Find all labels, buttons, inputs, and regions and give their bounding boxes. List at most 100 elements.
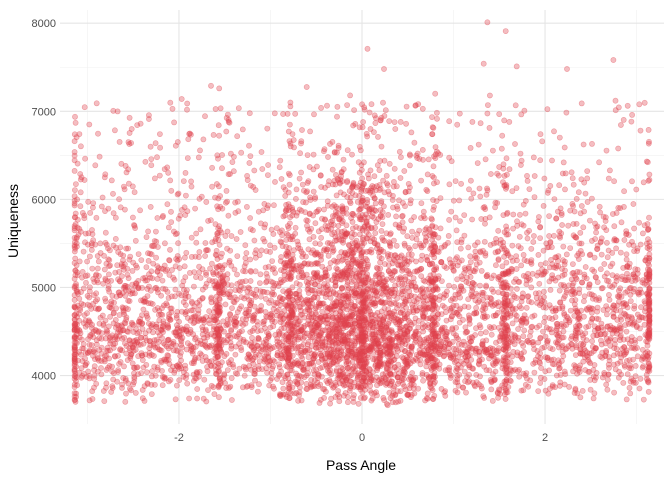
scatter-point	[286, 172, 293, 178]
scatter-point	[117, 328, 124, 335]
scatter-point	[503, 341, 510, 348]
scatter-point	[386, 335, 393, 342]
scatter-point	[616, 298, 622, 305]
scatter-point	[591, 362, 598, 368]
scatter-point	[93, 214, 100, 221]
scatter-point	[172, 293, 178, 300]
scatter-point	[304, 365, 311, 372]
scatter-point	[104, 328, 111, 335]
scatter-point	[646, 332, 653, 339]
scatter-point	[441, 344, 448, 350]
scatter-point	[528, 299, 535, 306]
scatter-point	[471, 310, 478, 317]
scatter-point	[631, 225, 637, 232]
scatter-point	[477, 373, 483, 380]
scatter-point	[282, 212, 288, 219]
scatter-point	[209, 183, 215, 190]
scatter-point	[167, 376, 174, 383]
scatter-point	[551, 232, 557, 239]
scatter-point	[100, 322, 107, 329]
scatter-point	[494, 390, 501, 397]
scatter-point	[402, 203, 408, 210]
scatter-point	[231, 299, 238, 306]
scatter-point	[617, 249, 624, 256]
scatter-point	[418, 273, 425, 279]
scatter-point	[305, 280, 312, 286]
scatter-point	[603, 147, 610, 154]
scatter-point	[243, 383, 250, 390]
scatter-point	[132, 237, 139, 244]
scatter-point	[545, 390, 552, 397]
scatter-point	[107, 247, 113, 254]
scatter-point	[486, 92, 493, 99]
scatter-point	[202, 247, 209, 254]
scatter-point	[575, 314, 582, 321]
scatter-point	[556, 134, 563, 141]
scatter-point	[71, 275, 78, 282]
scatter-point	[261, 238, 268, 245]
scatter-point	[577, 394, 584, 401]
scatter-point	[79, 209, 86, 216]
scatter-point	[529, 323, 536, 330]
scatter-point	[206, 317, 213, 323]
scatter-point	[437, 351, 443, 357]
scatter-point	[488, 331, 495, 338]
scatter-point	[242, 320, 249, 327]
scatter-point	[344, 147, 351, 154]
scatter-point	[250, 355, 257, 362]
scatter-point	[82, 230, 89, 237]
scatter-point	[572, 297, 579, 303]
scatter-point	[513, 316, 520, 323]
scatter-point	[386, 341, 393, 347]
scatter-point	[312, 220, 319, 227]
scatter-point	[368, 185, 375, 191]
scatter-point	[156, 317, 163, 324]
scatter-point	[157, 144, 163, 151]
scatter-point	[85, 241, 91, 248]
scatter-point	[376, 187, 383, 193]
scatter-point	[199, 324, 206, 330]
scatter-point	[355, 357, 362, 364]
scatter-point	[310, 294, 317, 301]
scatter-point	[194, 386, 201, 392]
scatter-point	[404, 328, 411, 335]
scatter-point	[524, 235, 531, 242]
scatter-point	[646, 246, 653, 252]
scatter-point	[611, 326, 618, 333]
scatter-point	[242, 364, 249, 371]
scatter-point	[219, 273, 226, 280]
scatter-point	[398, 261, 405, 268]
scatter-point	[359, 269, 366, 276]
scatter-point	[587, 217, 593, 224]
scatter-point	[535, 388, 542, 394]
scatter-point	[494, 358, 500, 365]
scatter-point	[593, 229, 599, 236]
scatter-point	[448, 372, 454, 379]
scatter-point	[570, 203, 576, 209]
scatter-point	[639, 279, 646, 286]
scatter-point	[370, 377, 377, 384]
scatter-point	[469, 119, 476, 125]
scatter-point	[165, 378, 172, 385]
scatter-point	[165, 224, 172, 231]
scatter-point	[300, 324, 307, 331]
scatter-point	[71, 260, 78, 266]
scatter-point	[117, 359, 124, 365]
scatter-point	[512, 305, 519, 312]
scatter-point	[419, 146, 426, 153]
scatter-point	[358, 166, 365, 173]
scatter-point	[228, 357, 234, 363]
scatter-point	[452, 379, 459, 385]
scatter-point	[330, 355, 336, 362]
scatter-point	[324, 316, 331, 323]
scatter-point	[611, 352, 617, 359]
scatter-point	[212, 238, 218, 244]
scatter-point	[254, 343, 261, 349]
scatter-point	[353, 363, 360, 369]
scatter-point	[325, 154, 331, 160]
scatter-point	[215, 183, 222, 190]
scatter-point	[219, 152, 225, 158]
scatter-point	[168, 208, 174, 215]
scatter-point	[375, 133, 381, 140]
scatter-point	[305, 317, 312, 324]
